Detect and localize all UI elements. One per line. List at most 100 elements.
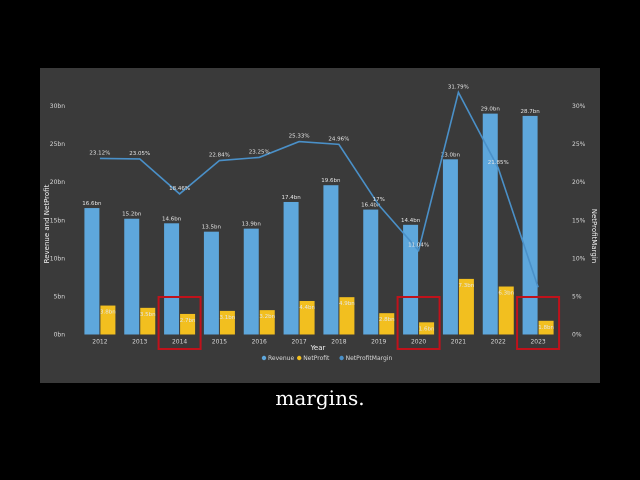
netprofit-data-label: 3.2bn — [259, 314, 275, 320]
y2-axis-ticks: 0% 5% 10% 15% 20% 25% 30% — [572, 103, 586, 339]
y2-axis-title: NetProfitMargin — [590, 209, 598, 263]
margin-data-label: 21.85% — [488, 160, 509, 166]
legend: Revenue NetProfit NetProfitMargin — [261, 355, 393, 362]
x-tick-label: 2015 — [212, 339, 227, 346]
revenue-data-label: 14.6bn — [162, 216, 182, 222]
x-tick-label: 2013 — [132, 339, 147, 346]
x-tick-label: 2020 — [411, 339, 426, 346]
y-tick-label: 20bn — [50, 179, 65, 186]
y-tick-label: 25bn — [50, 141, 65, 148]
y2-tick-label: 10% — [572, 255, 586, 262]
margin-line-group: 23.12% 23.05% 18.46% 22.84% 23.25% 25.33% 24.9… — [89, 84, 539, 288]
margin-data-label: 18.46% — [169, 186, 190, 192]
netprofit-bar — [219, 310, 235, 335]
revenue-bar — [482, 113, 498, 335]
x-tick-label: 2018 — [331, 339, 346, 346]
highlight-box — [157, 296, 202, 350]
netprofit-data-label: 6.3bn — [498, 291, 514, 297]
revenue-bar — [243, 228, 259, 335]
legend-swatch — [339, 355, 344, 361]
y-tick-label: 30bn — [50, 103, 65, 110]
revenue-bar — [403, 224, 419, 335]
netprofit-bar — [259, 310, 275, 335]
revenue-data-label: 13.9bn — [242, 222, 262, 228]
revenue-bar — [124, 218, 140, 335]
legend-label: Revenue — [268, 355, 294, 362]
margin-data-label: 23.25% — [249, 149, 270, 155]
revenue-bar — [522, 115, 538, 335]
y2-tick-label: 20% — [572, 179, 586, 186]
legend-swatch — [261, 355, 267, 361]
y-tick-label: 0bn — [54, 332, 66, 339]
y2-tick-label: 15% — [572, 217, 586, 224]
revenue-bar — [363, 209, 379, 335]
netprofit-data-label: 4.9bn — [339, 301, 355, 307]
highlight-box — [516, 296, 561, 350]
revenue-data-label: 17.4bn — [281, 195, 301, 201]
margin-data-label: 17% — [373, 197, 385, 203]
revenue-bar — [203, 231, 219, 335]
x-tick-label: 2021 — [451, 339, 466, 346]
x-tick-label: 2016 — [252, 339, 267, 346]
legend-label: NetProfit — [303, 355, 330, 362]
caption-text: margins. — [275, 386, 365, 410]
netprofit-data-label: 3.1bn — [220, 315, 236, 321]
chart-frame: Revenue and NetProfit NetProfitMargin Ye… — [40, 68, 600, 383]
y-axis-title: Revenue and NetProfit — [43, 184, 51, 263]
y2-tick-label: 25% — [572, 141, 586, 148]
revenue-data-label: 28.7bn — [520, 109, 540, 115]
netprofit-data-label: 3.8bn — [100, 310, 116, 316]
netprofit-bar — [538, 320, 554, 335]
revenue-data-label: 14.4bn — [401, 218, 421, 224]
chart-svg: Revenue and NetProfit NetProfitMargin Ye… — [43, 84, 598, 362]
netprofit-data-label: 4.4bn — [299, 305, 315, 311]
netprofit-data-label: 7.3bn — [459, 283, 475, 289]
margin-data-label: 25.33% — [289, 134, 310, 140]
y-tick-label: 5bn — [54, 293, 66, 300]
margin-data-label: 24.96% — [328, 136, 349, 142]
y2-tick-label: 30% — [572, 103, 586, 110]
y-tick-label: 10bn — [50, 255, 65, 262]
revenue-bar — [323, 185, 339, 335]
margin-data-label: 31.79% — [448, 84, 469, 90]
revenue-bar — [164, 223, 180, 335]
netprofit-data-label: 2.7bn — [180, 318, 196, 324]
margin-data-label: 22.84% — [209, 153, 230, 159]
margin-line — [99, 90, 539, 288]
netprofit-data-label: 3.5bn — [140, 312, 156, 318]
netprofit-bar — [419, 322, 435, 335]
highlight-boxes — [157, 296, 561, 350]
revenue-bar — [283, 201, 299, 335]
revenue-data-label: 16.4bn — [361, 203, 381, 209]
revenue-data-label: 16.6bn — [82, 201, 102, 207]
x-axis-title: Year — [310, 344, 326, 352]
netprofit-bar — [140, 307, 156, 335]
netprofit-data-label: 2.8bn — [379, 317, 395, 323]
revenue-bar — [84, 208, 100, 335]
x-tick-label: 2023 — [530, 339, 545, 346]
netprofit-bar — [498, 286, 514, 335]
netprofit-bar — [100, 305, 116, 335]
revenue-data-label: 23.0bn — [441, 152, 461, 158]
highlight-box — [396, 296, 441, 350]
y-tick-label: 15bn — [50, 217, 65, 224]
y2-tick-label: 0% — [572, 332, 582, 339]
x-tick-label: 2014 — [172, 339, 187, 346]
netprofit-data-label: 1.8bn — [538, 325, 554, 331]
y-axis-ticks: 0bn 5bn 10bn 15bn 20bn 25bn 30bn — [50, 103, 65, 339]
revenue-data-label: 19.6bn — [321, 178, 341, 184]
netprofit-bar — [458, 278, 474, 335]
margin-data-label: 11.04% — [408, 242, 429, 248]
x-tick-label: 2012 — [92, 339, 107, 346]
netprofit-bar — [299, 300, 315, 335]
legend-label: NetProfitMargin — [346, 355, 393, 362]
x-tick-label: 2017 — [291, 339, 306, 346]
margin-data-label: 23.12% — [89, 150, 110, 156]
legend-swatch — [297, 355, 302, 361]
bars-group: 16.6bn 3.8bn 15.2bn 3.5bn 14.6bn 2.7bn 13.5bn 3… — [82, 107, 554, 335]
revenue-data-label: 29.0bn — [481, 107, 501, 113]
x-tick-label: 2022 — [491, 339, 506, 346]
x-axis-ticks: 2012 2013 2014 2015 2016 2017 2018 2019 2020 2021… — [92, 339, 546, 346]
netprofit-bar — [339, 297, 355, 335]
x-tick-label: 2019 — [371, 339, 386, 346]
